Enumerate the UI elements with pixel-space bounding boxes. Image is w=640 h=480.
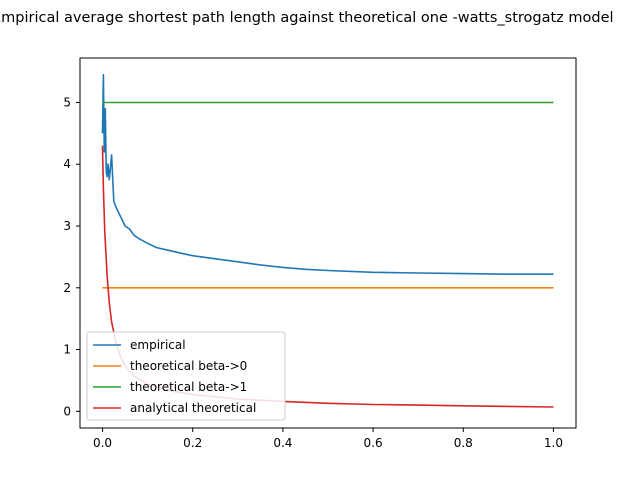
series-line-1: [101, 73, 554, 276]
y-tick-label: 4: [63, 157, 71, 171]
legend-label: analytical theoretical: [130, 401, 256, 415]
legend-box: [86, 331, 286, 421]
y-tick-label: 5: [63, 95, 71, 109]
y-tick-label: 1: [63, 343, 71, 357]
x-axis: 0.0 0.2 0.4 0.6 0.8 1.0: [93, 428, 563, 450]
x-tick-label: 0.2: [183, 436, 202, 450]
y-tick-label: 2: [63, 281, 71, 295]
x-tick-label: 0.4: [273, 436, 292, 450]
x-tick-label: 0.8: [454, 436, 473, 450]
x-tick-label: 1.0: [544, 436, 563, 450]
plot-frame: [79, 57, 577, 429]
legend-label: theoretical beta->0: [130, 359, 247, 373]
y-axis: 0 1 2 3 4 5: [63, 95, 80, 418]
y-tick-label: 0: [63, 404, 71, 418]
chart-title: Empirical average shortest path length a…: [0, 10, 614, 26]
legend-label: empirical: [130, 338, 186, 352]
legend: empirical theoretical beta->0 theoretical …: [86, 331, 286, 421]
legend-label: theoretical beta->1: [130, 380, 247, 394]
y-tick-label: 3: [63, 219, 71, 233]
x-tick-label: 0.0: [93, 436, 112, 450]
x-tick-label: 0.6: [364, 436, 383, 450]
